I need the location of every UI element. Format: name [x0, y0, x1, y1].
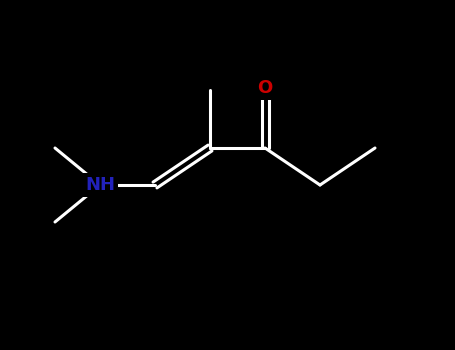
Text: NH: NH	[85, 176, 115, 194]
Text: O: O	[258, 79, 273, 97]
